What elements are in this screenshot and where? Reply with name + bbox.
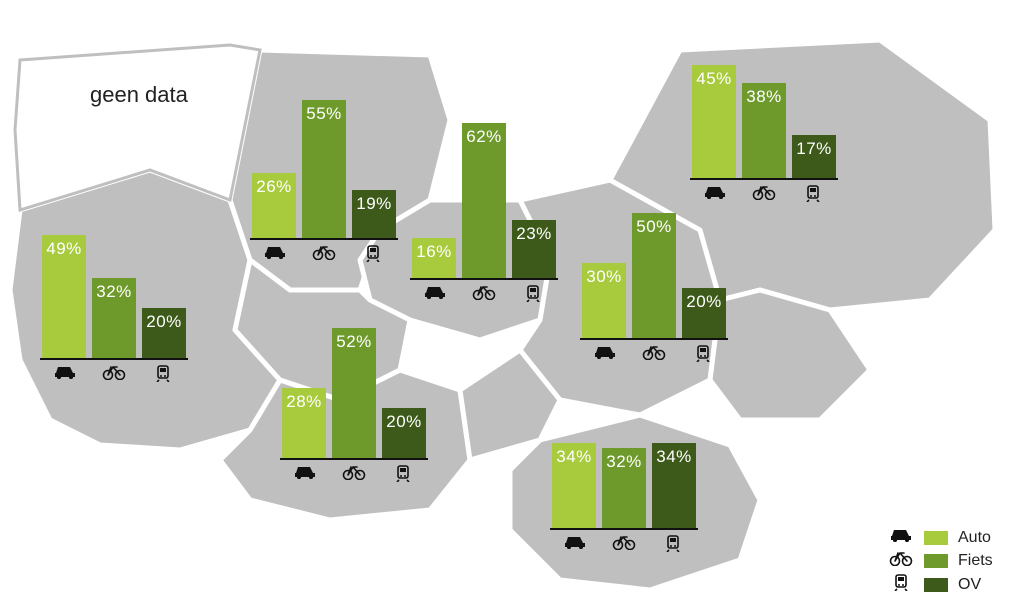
bar-ov: 17% xyxy=(792,135,836,178)
legend-label-auto: Auto xyxy=(958,529,1004,547)
bar-label-fiets: 32% xyxy=(92,282,136,302)
car-icon xyxy=(888,527,914,548)
legend-swatch-fiets xyxy=(924,554,948,568)
bar-label-fiets: 50% xyxy=(632,217,676,237)
bar-label-ov: 34% xyxy=(652,447,696,467)
bar-ov: 20% xyxy=(382,408,426,458)
bar-label-fiets: 32% xyxy=(602,452,646,472)
district-chart-west: 49% 32% 20% xyxy=(40,235,188,387)
district-chart-zuidwest: 28% 52% 20% xyxy=(280,328,428,487)
tram-icon xyxy=(681,344,725,367)
bars: 34% 32% 34% xyxy=(550,443,698,530)
bar-label-ov: 20% xyxy=(382,412,426,432)
bike-icon xyxy=(742,184,786,207)
tram-icon xyxy=(141,364,185,387)
car-icon xyxy=(43,364,87,387)
no-data-label: geen data xyxy=(90,82,188,108)
legend-label-fiets: Fiets xyxy=(958,552,1004,570)
bar-label-auto: 45% xyxy=(692,69,736,89)
bar-ov: 23% xyxy=(512,220,556,278)
bar-ov: 20% xyxy=(142,308,186,358)
bar-auto: 16% xyxy=(412,238,456,278)
bar-fiets: 52% xyxy=(332,328,376,458)
legend-row-ov: OV xyxy=(888,573,1004,596)
legend-label-ov: OV xyxy=(958,576,1004,594)
bar-label-auto: 26% xyxy=(252,177,296,197)
tram-icon xyxy=(511,284,555,307)
bar-fiets: 50% xyxy=(632,213,676,338)
district-chart-centrum: 16% 62% 23% xyxy=(410,123,558,307)
bar-label-auto: 30% xyxy=(582,267,626,287)
legend: Auto Fiets OV xyxy=(888,525,1004,596)
axis-icons xyxy=(690,184,838,207)
tram-icon xyxy=(888,573,914,596)
bar-label-ov: 19% xyxy=(352,194,396,214)
bar-label-auto: 49% xyxy=(42,239,86,259)
district-chart-zuidoost: 34% 32% 34% xyxy=(550,443,698,557)
district-chart-oost: 30% 50% 20% xyxy=(580,213,728,367)
axis-icons xyxy=(250,244,398,267)
car-icon xyxy=(583,344,627,367)
car-icon xyxy=(283,464,327,487)
bar-auto: 28% xyxy=(282,388,326,458)
bars: 49% 32% 20% xyxy=(40,235,188,360)
legend-swatch-auto xyxy=(924,531,948,545)
district-chart-noord: 26% 55% 19% xyxy=(250,100,398,267)
bar-label-auto: 16% xyxy=(412,242,456,262)
bar-label-fiets: 62% xyxy=(462,127,506,147)
bars: 16% 62% 23% xyxy=(410,123,558,280)
legend-swatch-ov xyxy=(924,578,948,592)
car-icon xyxy=(413,284,457,307)
bike-icon xyxy=(302,244,346,267)
district-chart-noordoost: 45% 38% 17% xyxy=(690,65,838,207)
bar-auto: 49% xyxy=(42,235,86,358)
tram-icon xyxy=(791,184,835,207)
bar-label-ov: 20% xyxy=(142,312,186,332)
axis-icons xyxy=(410,284,558,307)
tram-icon xyxy=(651,534,695,557)
bar-fiets: 32% xyxy=(92,278,136,358)
axis-icons xyxy=(580,344,728,367)
car-icon xyxy=(553,534,597,557)
bars: 30% 50% 20% xyxy=(580,213,728,340)
bar-label-auto: 28% xyxy=(282,392,326,412)
bar-label-auto: 34% xyxy=(552,447,596,467)
bike-icon xyxy=(332,464,376,487)
bar-label-ov: 23% xyxy=(512,224,556,244)
car-icon xyxy=(253,244,297,267)
bar-fiets: 62% xyxy=(462,123,506,278)
bar-fiets: 32% xyxy=(602,448,646,528)
infographic-stage: geen data 49% 32% 20% 26% 55% 19% 16% 62% 23% 28%… xyxy=(0,0,1024,610)
bike-icon xyxy=(602,534,646,557)
legend-row-fiets: Fiets xyxy=(888,550,1004,571)
bars: 45% 38% 17% xyxy=(690,65,838,180)
bar-ov: 20% xyxy=(682,288,726,338)
bar-label-fiets: 52% xyxy=(332,332,376,352)
bike-icon xyxy=(632,344,676,367)
bars: 26% 55% 19% xyxy=(250,100,398,240)
bike-icon xyxy=(888,550,914,571)
axis-icons xyxy=(40,364,188,387)
car-icon xyxy=(693,184,737,207)
axis-icons xyxy=(280,464,428,487)
bar-label-fiets: 38% xyxy=(742,87,786,107)
bike-icon xyxy=(92,364,136,387)
bar-auto: 30% xyxy=(582,263,626,338)
bar-label-fiets: 55% xyxy=(302,104,346,124)
bar-label-ov: 17% xyxy=(792,139,836,159)
axis-icons xyxy=(550,534,698,557)
bar-fiets: 55% xyxy=(302,100,346,238)
legend-row-auto: Auto xyxy=(888,527,1004,548)
bike-icon xyxy=(462,284,506,307)
bar-auto: 26% xyxy=(252,173,296,238)
tram-icon xyxy=(351,244,395,267)
bars: 28% 52% 20% xyxy=(280,328,428,460)
bar-label-ov: 20% xyxy=(682,292,726,312)
tram-icon xyxy=(381,464,425,487)
bar-auto: 34% xyxy=(552,443,596,528)
bar-auto: 45% xyxy=(692,65,736,178)
bar-fiets: 38% xyxy=(742,83,786,178)
bar-ov: 19% xyxy=(352,190,396,238)
bar-ov: 34% xyxy=(652,443,696,528)
